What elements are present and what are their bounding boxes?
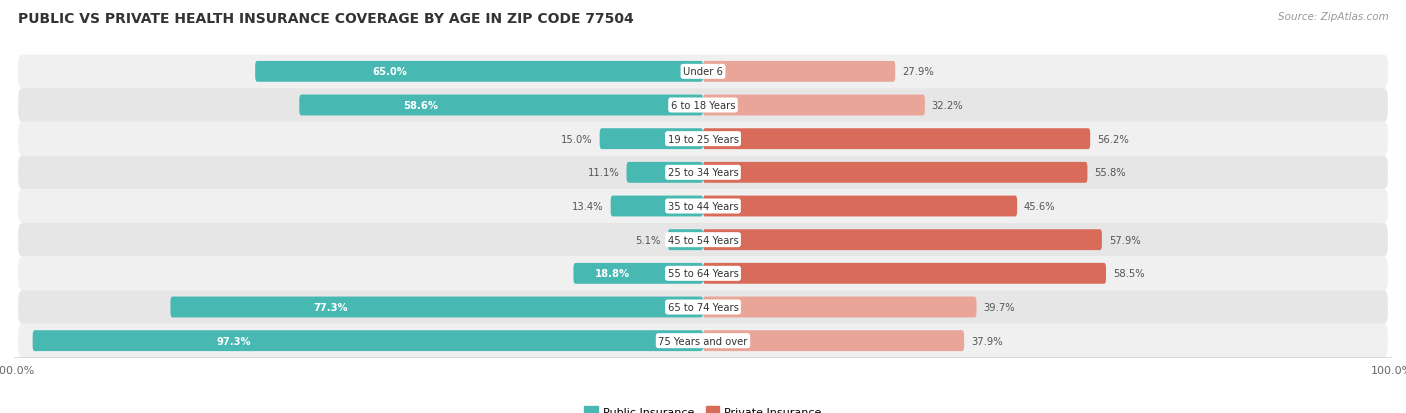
FancyBboxPatch shape <box>703 196 1017 217</box>
Text: 65.0%: 65.0% <box>373 67 406 77</box>
Text: 11.1%: 11.1% <box>588 168 620 178</box>
Text: 55.8%: 55.8% <box>1094 168 1126 178</box>
Text: 56.2%: 56.2% <box>1097 134 1129 144</box>
Text: 58.6%: 58.6% <box>404 101 437 111</box>
FancyBboxPatch shape <box>627 162 703 183</box>
FancyBboxPatch shape <box>18 123 1388 156</box>
Text: 77.3%: 77.3% <box>314 302 347 312</box>
Text: 6 to 18 Years: 6 to 18 Years <box>671 101 735 111</box>
Text: 13.4%: 13.4% <box>572 202 603 211</box>
Text: Source: ZipAtlas.com: Source: ZipAtlas.com <box>1278 12 1389 22</box>
Text: 37.9%: 37.9% <box>972 336 1002 346</box>
Legend: Public Insurance, Private Insurance: Public Insurance, Private Insurance <box>579 402 827 413</box>
Text: 75 Years and over: 75 Years and over <box>658 336 748 346</box>
Text: 5.1%: 5.1% <box>636 235 661 245</box>
FancyBboxPatch shape <box>18 290 1388 324</box>
FancyBboxPatch shape <box>170 297 703 318</box>
FancyBboxPatch shape <box>256 62 703 83</box>
Text: 57.9%: 57.9% <box>1109 235 1140 245</box>
FancyBboxPatch shape <box>610 196 703 217</box>
FancyBboxPatch shape <box>703 230 1102 251</box>
FancyBboxPatch shape <box>32 330 703 351</box>
FancyBboxPatch shape <box>703 263 1107 284</box>
FancyBboxPatch shape <box>703 162 1087 183</box>
FancyBboxPatch shape <box>703 129 1090 150</box>
Text: 19 to 25 Years: 19 to 25 Years <box>668 134 738 144</box>
FancyBboxPatch shape <box>18 324 1388 358</box>
Text: 32.2%: 32.2% <box>932 101 963 111</box>
Text: 58.5%: 58.5% <box>1114 269 1144 279</box>
Text: 45 to 54 Years: 45 to 54 Years <box>668 235 738 245</box>
FancyBboxPatch shape <box>703 330 965 351</box>
Text: 25 to 34 Years: 25 to 34 Years <box>668 168 738 178</box>
FancyBboxPatch shape <box>574 263 703 284</box>
Text: 27.9%: 27.9% <box>903 67 934 77</box>
FancyBboxPatch shape <box>703 95 925 116</box>
FancyBboxPatch shape <box>299 95 703 116</box>
FancyBboxPatch shape <box>703 62 896 83</box>
Text: 55 to 64 Years: 55 to 64 Years <box>668 269 738 279</box>
FancyBboxPatch shape <box>18 223 1388 257</box>
FancyBboxPatch shape <box>599 129 703 150</box>
Text: PUBLIC VS PRIVATE HEALTH INSURANCE COVERAGE BY AGE IN ZIP CODE 77504: PUBLIC VS PRIVATE HEALTH INSURANCE COVER… <box>18 12 634 26</box>
FancyBboxPatch shape <box>18 257 1388 290</box>
FancyBboxPatch shape <box>18 89 1388 123</box>
FancyBboxPatch shape <box>18 55 1388 89</box>
Text: 18.8%: 18.8% <box>595 269 630 279</box>
Text: 97.3%: 97.3% <box>217 336 252 346</box>
Text: Under 6: Under 6 <box>683 67 723 77</box>
FancyBboxPatch shape <box>668 230 703 251</box>
Text: 65 to 74 Years: 65 to 74 Years <box>668 302 738 312</box>
FancyBboxPatch shape <box>18 190 1388 223</box>
FancyBboxPatch shape <box>18 156 1388 190</box>
FancyBboxPatch shape <box>703 297 977 318</box>
Text: 39.7%: 39.7% <box>983 302 1015 312</box>
Text: 15.0%: 15.0% <box>561 134 593 144</box>
Text: 35 to 44 Years: 35 to 44 Years <box>668 202 738 211</box>
Text: 45.6%: 45.6% <box>1024 202 1056 211</box>
